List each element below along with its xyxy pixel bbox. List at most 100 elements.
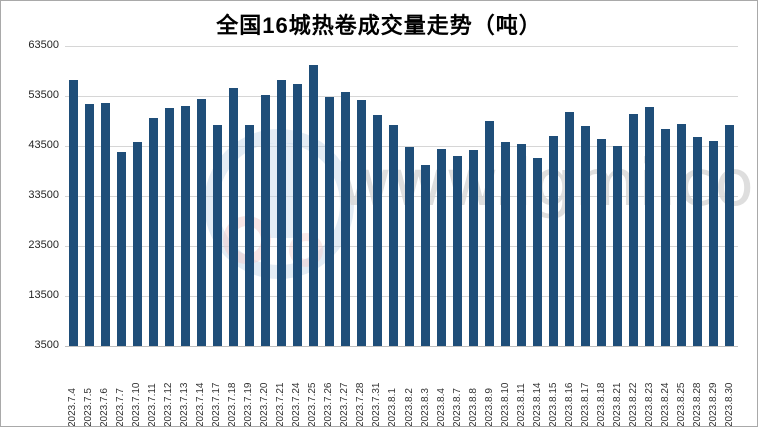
x-tick-label: 2023.8.9 [483, 388, 495, 427]
bar-2023.7.28 [356, 99, 366, 346]
bar-2023.7.13 [180, 105, 190, 346]
bar-2023.8.1 [388, 125, 398, 346]
x-tick-label: 2023.7.14 [195, 382, 207, 427]
x-tick-label: 2023.7.7 [115, 388, 127, 427]
y-gridline [65, 46, 738, 47]
x-tick-label: 2023.8.16 [563, 382, 575, 427]
x-tick-label: 2023.8.22 [627, 382, 639, 427]
x-axis-line [65, 346, 738, 347]
bar-2023.8.17 [581, 125, 591, 346]
bar-2023.7.6 [100, 102, 110, 346]
y-gridline [65, 196, 738, 197]
x-tick-label: 2023.7.18 [227, 382, 239, 427]
x-tick-label: 2023.7.6 [99, 388, 111, 427]
bar-2023.8.22 [629, 113, 639, 346]
x-tick-label: 2023.8.17 [579, 382, 591, 427]
x-tick-label: 2023.8.7 [451, 388, 463, 427]
bar-2023.8.15 [549, 135, 559, 346]
x-tick-label: 2023.7.24 [291, 382, 303, 427]
bar-2023.8.9 [485, 121, 495, 346]
bar-2023.7.26 [324, 96, 334, 346]
x-tick-label: 2023.7.5 [83, 388, 95, 427]
bar-2023.8.2 [405, 146, 414, 346]
x-tick-label: 2023.8.3 [419, 388, 431, 427]
x-tick-label: 2023.8.2 [403, 388, 415, 427]
x-tick-label: 2023.7.17 [211, 382, 223, 427]
x-tick-label: 2023.7.4 [67, 388, 78, 427]
x-tick-label: 2023.7.20 [259, 382, 271, 427]
bar-2023.8.21 [613, 145, 623, 346]
x-tick-label: 2023.7.12 [163, 382, 175, 427]
x-tick-label: 2023.8.18 [595, 382, 607, 427]
bar-2023.8.4 [437, 149, 447, 346]
x-tick-label: 2023.8.8 [467, 388, 479, 427]
bar-2023.8.28 [693, 136, 703, 346]
bar-2023.7.5 [84, 103, 94, 346]
bar-2023.7.14 [196, 98, 206, 346]
bar-2023.8.3 [421, 165, 431, 346]
bar-2023.7.21 [276, 79, 286, 346]
x-tick-label: 2023.8.28 [691, 382, 703, 427]
chart-title: 全国16城热卷成交量走势（吨） [216, 13, 542, 38]
bar-2023.7.11 [148, 117, 158, 346]
bar-2023.8.30 [725, 124, 735, 346]
bar-2023.8.29 [709, 140, 719, 346]
x-tick-label: 2023.8.30 [723, 382, 735, 427]
bar-2023.8.11 [517, 143, 527, 346]
x-tick-label: 2023.7.21 [275, 382, 287, 427]
x-tick-label: 2023.8.21 [611, 382, 623, 427]
y-tick-label: 43500 [28, 139, 59, 151]
x-tick-label: 2023.7.25 [307, 382, 319, 427]
x-tick-label: 2023.8.15 [547, 382, 559, 427]
x-tick-label: 2023.7.28 [355, 382, 367, 427]
x-tick-label: 2023.7.31 [371, 382, 383, 427]
bar-2023.7.19 [244, 125, 254, 346]
bar-2023.7.25 [308, 65, 318, 346]
x-tick-label: 2023.7.10 [131, 382, 143, 427]
bar-2023.7.17 [212, 125, 222, 346]
bar-2023.7.12 [164, 107, 174, 346]
bar-2023.8.18 [597, 138, 607, 346]
bar-2023.8.16 [565, 112, 575, 346]
bar-2023.7.4 [68, 79, 78, 346]
bar-2023.8.7 [453, 155, 463, 346]
y-tick-label: 23500 [28, 239, 59, 251]
x-tick-label: 2023.8.23 [643, 382, 655, 427]
bar-2023.7.27 [340, 92, 350, 346]
x-tick-label: 2023.8.11 [515, 383, 527, 427]
y-tick-label: 53500 [28, 89, 59, 101]
y-gridline [65, 296, 738, 297]
bar-2023.8.23 [645, 107, 655, 346]
y-tick-label: 63500 [28, 39, 59, 51]
x-tick-label: 2023.8.4 [435, 388, 447, 427]
bar-2023.8.14 [533, 157, 543, 346]
x-tick-label: 2023.7.19 [243, 382, 255, 427]
x-tick-label: 2023.8.14 [531, 382, 543, 427]
bar-2023.8.25 [677, 123, 687, 346]
y-tick-label: 33500 [28, 189, 59, 201]
bar-2023.8.24 [661, 128, 671, 346]
bar-2023.7.20 [260, 94, 270, 346]
y-tick-label: 3500 [34, 339, 59, 351]
x-tick-label: 2023.8.24 [659, 382, 671, 427]
bar-2023.8.10 [501, 141, 511, 346]
bar-2023.7.10 [132, 141, 142, 346]
bar-2023.7.24 [292, 83, 302, 346]
bar-2023.7.31 [372, 114, 382, 346]
y-gridline [65, 146, 738, 147]
x-tick-label: 2023.7.13 [179, 382, 191, 427]
y-gridline [65, 246, 738, 247]
bar-2023.7.18 [228, 87, 238, 346]
y-tick-label: 13500 [28, 289, 59, 301]
bar-2023.8.8 [469, 150, 479, 346]
y-gridline [65, 96, 738, 97]
x-tick-label: 2023.8.10 [499, 382, 511, 427]
x-tick-label: 2023.8.25 [675, 382, 687, 427]
bar-2023.7.7 [116, 152, 126, 346]
x-tick-label: 2023.7.11 [147, 383, 159, 427]
x-tick-label: 2023.7.27 [339, 382, 351, 427]
x-tick-label: 2023.8.29 [707, 382, 719, 427]
x-tick-label: 2023.7.26 [323, 382, 335, 427]
x-tick-label: 2023.8.1 [387, 388, 399, 427]
